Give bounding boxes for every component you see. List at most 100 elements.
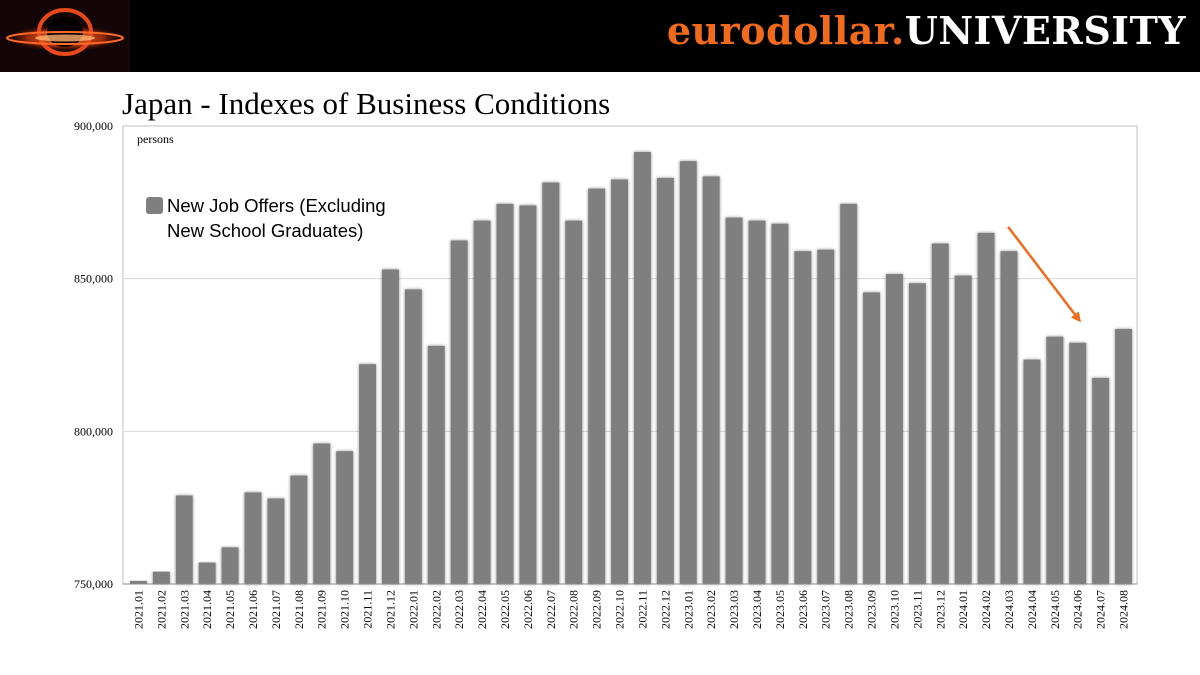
header-bar: eurodollar.UNIVERSITY (0, 0, 1200, 72)
bar-2021.11 (359, 364, 377, 584)
bar-2022.01 (404, 289, 422, 584)
bar-2021.07 (267, 498, 285, 584)
bar-2022.10 (611, 179, 629, 584)
x-tick-label: 2024.07 (1094, 590, 1108, 629)
x-tick-label: 2021.04 (200, 590, 214, 629)
bar-2021.12 (381, 269, 399, 584)
bar-2024.01 (954, 275, 972, 584)
bar-2023.09 (863, 292, 881, 584)
bar-2023.12 (931, 243, 949, 584)
bar-2022.11 (633, 151, 651, 584)
bar-2023.03 (725, 217, 743, 584)
brand-part-university: UNIVERSITY (904, 8, 1186, 53)
brand-part-eurodollar: eurodollar. (666, 8, 905, 53)
y-tick-label: 850,000 (74, 272, 113, 286)
x-tick-label: 2024.05 (1048, 590, 1062, 629)
bar-2021.04 (198, 562, 216, 584)
legend-swatch (146, 197, 163, 214)
bar-2021.10 (336, 451, 354, 584)
bar-2022.08 (565, 220, 583, 585)
x-tick-label: 2021.12 (383, 590, 397, 629)
x-tick-label: 2023.08 (842, 590, 856, 629)
bar-2022.02 (427, 345, 445, 584)
y-tick-label: 900,000 (74, 119, 113, 133)
x-tick-label: 2022.10 (613, 590, 627, 629)
x-tick-label: 2023.02 (704, 590, 718, 629)
x-tick-label: 2022.04 (475, 590, 489, 629)
bar-2021.06 (244, 492, 262, 584)
x-tick-label: 2021.06 (246, 590, 260, 629)
chart-title: Japan - Indexes of Business Conditions (122, 86, 611, 121)
bar-2022.07 (542, 182, 560, 584)
x-tick-label: 2023.09 (865, 590, 879, 629)
x-tick-label: 2021.09 (315, 590, 329, 629)
x-tick-label: 2023.01 (681, 590, 695, 629)
x-tick-label: 2021.11 (361, 590, 375, 629)
eurodollar-logo-icon (0, 0, 130, 72)
bar-2021.01 (129, 580, 147, 584)
brand-wordmark: eurodollar.UNIVERSITY (667, 8, 1186, 53)
x-tick-label: 2022.12 (658, 590, 672, 629)
bar-2023.04 (748, 220, 766, 585)
bar-2022.06 (519, 205, 537, 585)
bar-2024.08 (1115, 329, 1133, 584)
x-tick-label: 2021.05 (223, 590, 237, 629)
x-tick-label: 2022.05 (498, 590, 512, 629)
bar-2021.03 (175, 495, 193, 584)
x-tick-label: 2024.01 (956, 590, 970, 629)
bar-2022.12 (656, 177, 674, 584)
x-tick-label: 2023.03 (727, 590, 741, 629)
bar-2023.06 (794, 251, 812, 585)
x-tick-label: 2022.08 (567, 590, 581, 629)
trend-arrow (1007, 226, 1081, 323)
x-tick-label: 2024.04 (1025, 590, 1039, 629)
x-tick-label: 2021.07 (269, 590, 283, 629)
x-tick-label: 2021.10 (338, 590, 352, 629)
x-tick-label: 2023.10 (887, 590, 901, 629)
x-tick-label: 2023.04 (750, 590, 764, 629)
x-tick-label: 2021.08 (292, 590, 306, 629)
bar-2024.04 (1023, 359, 1041, 584)
bar-2023.11 (908, 283, 926, 584)
bar-2021.05 (221, 547, 239, 584)
y-tick-label: 750,000 (74, 577, 113, 591)
bar-2023.10 (885, 274, 903, 584)
bar-2024.05 (1046, 336, 1064, 584)
legend-label: New Job Offers (Excluding New School Gra… (167, 195, 386, 241)
x-tick-label: 2023.06 (796, 590, 810, 629)
bar-2023.07 (817, 249, 835, 584)
bar-2021.08 (290, 475, 308, 584)
x-tick-label: 2023.12 (933, 590, 947, 629)
x-tick-label: 2024.08 (1117, 590, 1131, 629)
bar-2021.02 (152, 571, 170, 584)
bar-2021.09 (313, 443, 331, 584)
x-tick-label: 2022.03 (452, 590, 466, 629)
x-tick-label: 2022.07 (544, 590, 558, 629)
y-tick-label: 800,000 (74, 424, 113, 438)
x-tick-label: 2022.01 (406, 590, 420, 629)
x-tick-label: 2022.09 (590, 590, 604, 629)
bar-2023.08 (840, 203, 858, 585)
bar-2024.06 (1069, 342, 1087, 584)
x-tick-label: 2023.05 (773, 590, 787, 629)
x-tick-label: 2022.02 (429, 590, 443, 629)
x-tick-label: 2023.07 (819, 590, 833, 629)
bar-2022.05 (496, 203, 514, 585)
bar-2023.05 (771, 223, 789, 584)
bar-2022.03 (450, 240, 468, 584)
bar-2023.02 (702, 176, 720, 584)
x-tick-label: 2022.06 (521, 590, 535, 629)
bar-2022.04 (473, 220, 491, 585)
x-tick-label: 2021.02 (154, 590, 168, 629)
x-tick-label: 2022.11 (635, 590, 649, 629)
x-tick-label: 2024.03 (1002, 590, 1016, 629)
x-tick-label: 2024.06 (1071, 590, 1085, 629)
bar-2024.07 (1092, 377, 1110, 584)
bar-2024.02 (977, 232, 995, 584)
unit-label: persons (137, 132, 174, 146)
x-tick-label: 2024.02 (979, 590, 993, 629)
bar-2022.09 (588, 188, 606, 585)
x-tick-label: 2021.01 (131, 590, 145, 629)
bar-2024.03 (1000, 251, 1018, 585)
